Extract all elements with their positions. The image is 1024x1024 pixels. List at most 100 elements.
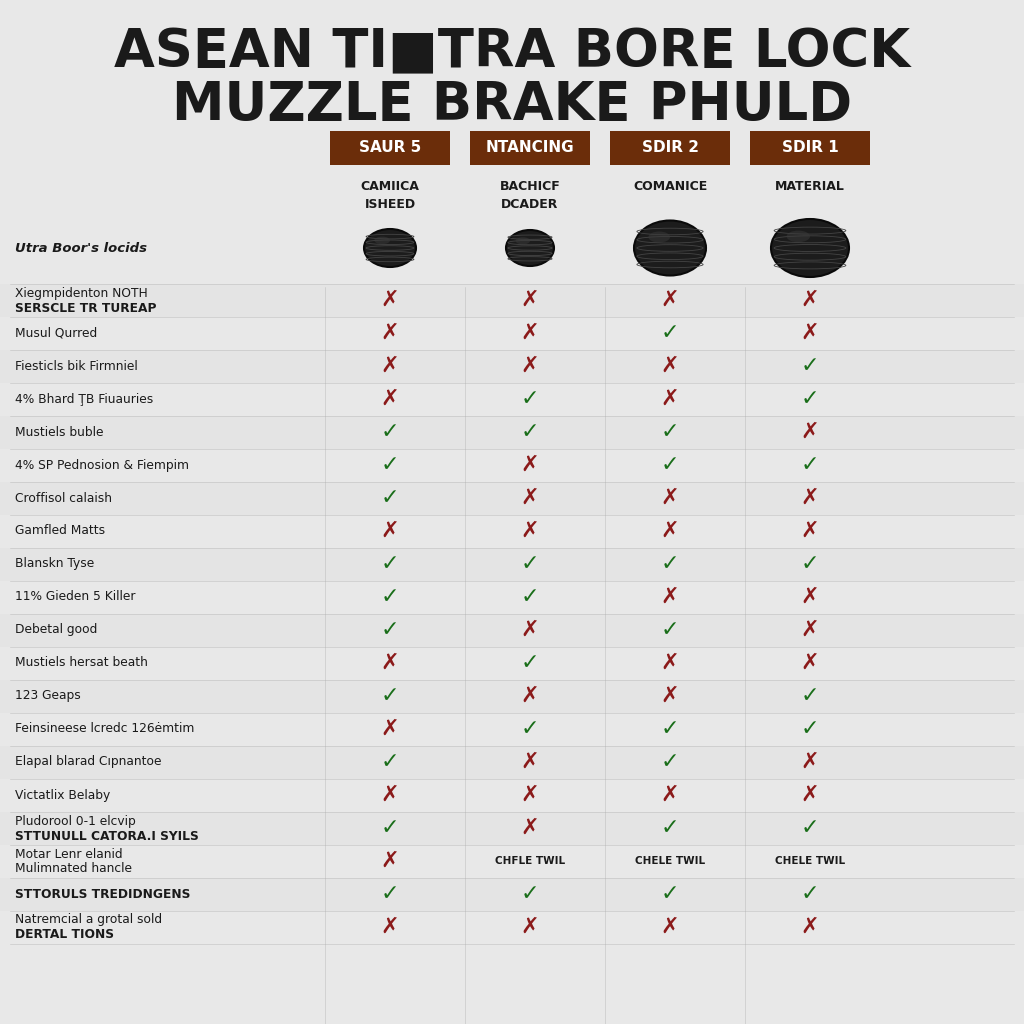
Text: Pludorool 0-1 elcvip: Pludorool 0-1 elcvip [15, 814, 136, 827]
Text: Musul Qurred: Musul Qurred [15, 327, 97, 340]
Text: Blanskn Tyse: Blanskn Tyse [15, 557, 94, 570]
Text: ✓: ✓ [660, 884, 679, 904]
Text: ✓: ✓ [660, 818, 679, 838]
Text: ✓: ✓ [520, 554, 540, 574]
Text: ✗: ✗ [381, 290, 399, 310]
Text: DCADER: DCADER [502, 198, 559, 211]
Text: ✗: ✗ [520, 488, 540, 508]
Text: ✓: ✓ [801, 818, 819, 838]
Text: ✗: ✗ [520, 521, 540, 541]
Text: ✓: ✓ [381, 455, 399, 475]
Ellipse shape [364, 229, 416, 267]
Text: ✗: ✗ [801, 323, 819, 343]
Text: ✓: ✓ [381, 587, 399, 607]
Text: ✓: ✓ [660, 554, 679, 574]
Text: ✓: ✓ [801, 719, 819, 739]
Text: ✓: ✓ [660, 719, 679, 739]
Text: ✗: ✗ [520, 918, 540, 937]
Text: ASEAN TI■TRA BORE LOCK: ASEAN TI■TRA BORE LOCK [114, 26, 910, 78]
Text: ✓: ✓ [381, 488, 399, 508]
Text: ✗: ✗ [381, 719, 399, 739]
Ellipse shape [375, 237, 390, 244]
Text: CAMIICA: CAMIICA [360, 179, 420, 193]
Text: ✗: ✗ [520, 752, 540, 772]
Text: ✗: ✗ [660, 686, 679, 706]
Text: ✓: ✓ [660, 620, 679, 640]
Text: ✓: ✓ [381, 884, 399, 904]
Text: Xiegmpidenton NOTH: Xiegmpidenton NOTH [15, 287, 147, 299]
Text: ✗: ✗ [660, 653, 679, 673]
Text: STTORULS TREDIDNGENS: STTORULS TREDIDNGENS [15, 888, 190, 900]
Text: ✓: ✓ [660, 323, 679, 343]
Text: Fiesticls bik Firmniel: Fiesticls bik Firmniel [15, 359, 138, 373]
Text: ✗: ✗ [660, 785, 679, 805]
Text: Victatlix Belaby: Victatlix Belaby [15, 788, 111, 802]
Text: CHFLE TWIL: CHFLE TWIL [495, 856, 565, 866]
Text: ✗: ✗ [381, 785, 399, 805]
Text: ✗: ✗ [801, 918, 819, 937]
Text: ✓: ✓ [520, 422, 540, 442]
Text: 4% Bhard ŢB Fiuauries: 4% Bhard ŢB Fiuauries [15, 392, 154, 406]
Text: ✓: ✓ [801, 554, 819, 574]
Text: ISHEED: ISHEED [365, 198, 416, 211]
Text: ✗: ✗ [801, 785, 819, 805]
Text: Mustiels buble: Mustiels buble [15, 426, 103, 438]
Bar [0, 613, 1024, 646]
Bar [330, 131, 450, 165]
Ellipse shape [786, 230, 810, 243]
Bar [0, 878, 1024, 910]
Text: ✓: ✓ [801, 884, 819, 904]
Text: ✓: ✓ [660, 752, 679, 772]
Text: ✓: ✓ [520, 587, 540, 607]
Text: ✓: ✓ [801, 356, 819, 376]
Text: ✗: ✗ [660, 587, 679, 607]
Text: ✗: ✗ [520, 785, 540, 805]
Text: ✗: ✗ [660, 389, 679, 409]
Text: COMANICE: COMANICE [633, 179, 708, 193]
Text: ✗: ✗ [381, 356, 399, 376]
Text: ✗: ✗ [801, 290, 819, 310]
Text: SAUR 5: SAUR 5 [358, 140, 421, 156]
Text: ✗: ✗ [660, 356, 679, 376]
Text: ✓: ✓ [381, 554, 399, 574]
Text: SDIR 1: SDIR 1 [781, 140, 839, 156]
Text: ✗: ✗ [660, 290, 679, 310]
Text: ✓: ✓ [381, 620, 399, 640]
Bar [0, 284, 1024, 316]
Text: 123 Geaps: 123 Geaps [15, 689, 81, 702]
Ellipse shape [648, 231, 670, 243]
Text: MUZZLE BRAKE PHULD: MUZZLE BRAKE PHULD [172, 79, 852, 131]
Text: Utra Boor's locids: Utra Boor's locids [15, 242, 147, 255]
Text: Natremcial a grotal sold: Natremcial a grotal sold [15, 913, 162, 927]
Text: ✗: ✗ [520, 686, 540, 706]
Text: ✓: ✓ [801, 686, 819, 706]
Text: NTANCING: NTANCING [485, 140, 574, 156]
Text: ✓: ✓ [381, 752, 399, 772]
Text: Gamfled Matts: Gamfled Matts [15, 524, 105, 538]
Text: ✗: ✗ [381, 851, 399, 871]
Text: 4% SP Pednosion & Fiempim: 4% SP Pednosion & Fiempim [15, 459, 189, 471]
Text: SERSCLE TR TUREAP: SERSCLE TR TUREAP [15, 301, 157, 314]
Text: ✗: ✗ [801, 422, 819, 442]
Text: ✗: ✗ [520, 455, 540, 475]
Text: ✗: ✗ [801, 653, 819, 673]
Text: ✗: ✗ [520, 290, 540, 310]
Text: Mulimnated hancle: Mulimnated hancle [15, 862, 132, 876]
Text: ✓: ✓ [381, 686, 399, 706]
Text: ✗: ✗ [801, 587, 819, 607]
Ellipse shape [516, 238, 530, 245]
Text: ✓: ✓ [381, 818, 399, 838]
Text: ✓: ✓ [801, 455, 819, 475]
Text: ✓: ✓ [520, 719, 540, 739]
Text: ✗: ✗ [660, 488, 679, 508]
Text: MATERIAL: MATERIAL [775, 179, 845, 193]
Text: ✓: ✓ [801, 389, 819, 409]
Text: ✓: ✓ [520, 884, 540, 904]
Text: Motar Lenr elanid: Motar Lenr elanid [15, 848, 123, 860]
Bar [610, 131, 730, 165]
Ellipse shape [771, 219, 849, 278]
Bar [0, 745, 1024, 778]
Bar [0, 548, 1024, 581]
Text: ✗: ✗ [520, 818, 540, 838]
Text: ✓: ✓ [660, 422, 679, 442]
